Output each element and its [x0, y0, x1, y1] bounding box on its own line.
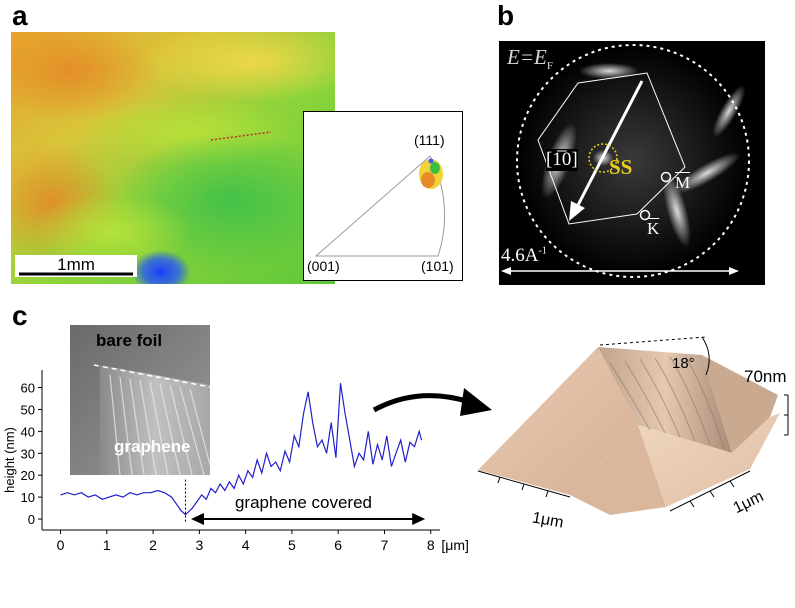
chart-axes: 0 10 20 30 40 50 60 0 1 2 3 4 5 6 7 8 [μm] height (nm) gra… — [2, 370, 469, 553]
chart-series — [60, 383, 423, 516]
series-line — [60, 383, 423, 516]
inset-graphene-label: graphene — [114, 437, 191, 456]
afm-right-wall — [702, 355, 778, 453]
x-tick-label: 6 — [334, 537, 342, 553]
ipf-cluster-blue — [428, 158, 434, 164]
x-tick-label: 4 — [242, 537, 250, 553]
sem-inset: bare foil graphene — [70, 325, 210, 475]
direction-arrow — [574, 80, 644, 210]
afm-ridge — [598, 347, 732, 453]
y-tick-label: 60 — [21, 381, 35, 396]
ipf-label-001: (001) — [307, 258, 340, 274]
covered-arrow-head-right — [412, 513, 426, 526]
point-m-label: M — [675, 173, 691, 192]
scale-label-superscript: -1 — [538, 245, 547, 257]
angle-arc — [701, 336, 710, 376]
foil-boundary-line — [93, 364, 210, 388]
afm-valley — [570, 425, 666, 515]
afm-left-slope — [478, 347, 638, 495]
x-tick-label: 8 — [427, 537, 435, 553]
height-profile-chart: 0 10 20 30 40 50 60 0 1 2 3 4 5 6 7 8 [μm] height (nm) gra… — [2, 370, 469, 553]
x-tick-label: 7 — [381, 537, 389, 553]
x-tick-label: 0 — [57, 537, 65, 553]
direction-arrow-head — [569, 201, 585, 221]
x-tick-label: 5 — [288, 537, 296, 553]
ipf-label-101: (101) — [421, 258, 454, 274]
angle-reference-line — [599, 336, 707, 346]
energy-label: E=EF — [507, 45, 553, 72]
energy-label-text: E=E — [507, 45, 547, 69]
afm-axis-ticks — [497, 476, 735, 508]
point-k-marker — [639, 209, 651, 221]
y-tick-label: 20 — [21, 468, 35, 483]
surface-state-label: SS — [609, 155, 633, 179]
y-tick-label: 50 — [21, 402, 35, 417]
y-tick-label: 0 — [28, 512, 35, 527]
x-tick-label: 2 — [149, 537, 157, 553]
y-tick-label: 30 — [21, 446, 35, 461]
afm-3d-render — [477, 336, 789, 515]
y-axis-label: height (nm) — [2, 427, 17, 493]
curved-arrow — [372, 388, 492, 416]
point-m-marker — [660, 171, 672, 183]
y-tick-label: 40 — [21, 424, 35, 439]
afm-right-slope — [638, 413, 780, 507]
energy-label-subscript: F — [546, 60, 553, 73]
panel-a-letter: a — [12, 0, 28, 31]
afm-ripples — [609, 355, 725, 450]
covered-label: graphene covered — [235, 493, 372, 512]
arpes-panel: E=EF [1̅0] SS M K 4.6A-1 — [499, 41, 765, 285]
x-axis-label: [μm] — [441, 537, 469, 553]
intensity-feature — [673, 152, 741, 194]
intensity-feature — [663, 174, 691, 248]
ipf-inset: (111) (001) (101) — [303, 111, 463, 281]
scale-label: 4.6A-1 — [501, 245, 547, 267]
panel-c-letter: c — [12, 300, 28, 331]
ipf-cluster-green — [430, 162, 440, 174]
x-tick-label: 3 — [195, 537, 203, 553]
brillouin-zone-hexagon — [537, 72, 686, 225]
intensity-feature — [579, 63, 639, 79]
height-label: 70nm — [744, 367, 787, 386]
panel-b-letter: b — [497, 0, 515, 31]
x-tick-label: 1 — [103, 537, 111, 553]
point-k-label: K — [647, 219, 660, 238]
inset-bare-foil-label: bare foil — [96, 331, 163, 350]
ipf-label-111: (111) — [414, 132, 445, 148]
surface-state-circle — [588, 143, 618, 173]
scale-arrow-head-left — [501, 267, 511, 275]
angle-label: 18° — [672, 355, 695, 372]
intensity-feature — [712, 84, 746, 138]
ipf-cluster-orange — [421, 172, 435, 188]
scale-arrow-head-right — [729, 267, 739, 275]
scale-label-text: 4.6A — [501, 245, 539, 266]
direction-label: [1̅0] — [546, 149, 578, 171]
scalebar-label: 1mm — [57, 255, 95, 274]
y-tick-label: 10 — [21, 490, 35, 505]
fermi-surface-glow — [517, 45, 749, 277]
ebsd-orientation-map: 1mm — [11, 32, 335, 284]
scalebar-background — [15, 255, 137, 277]
dashed-circle — [516, 44, 750, 278]
covered-arrow-head-left — [191, 513, 204, 526]
